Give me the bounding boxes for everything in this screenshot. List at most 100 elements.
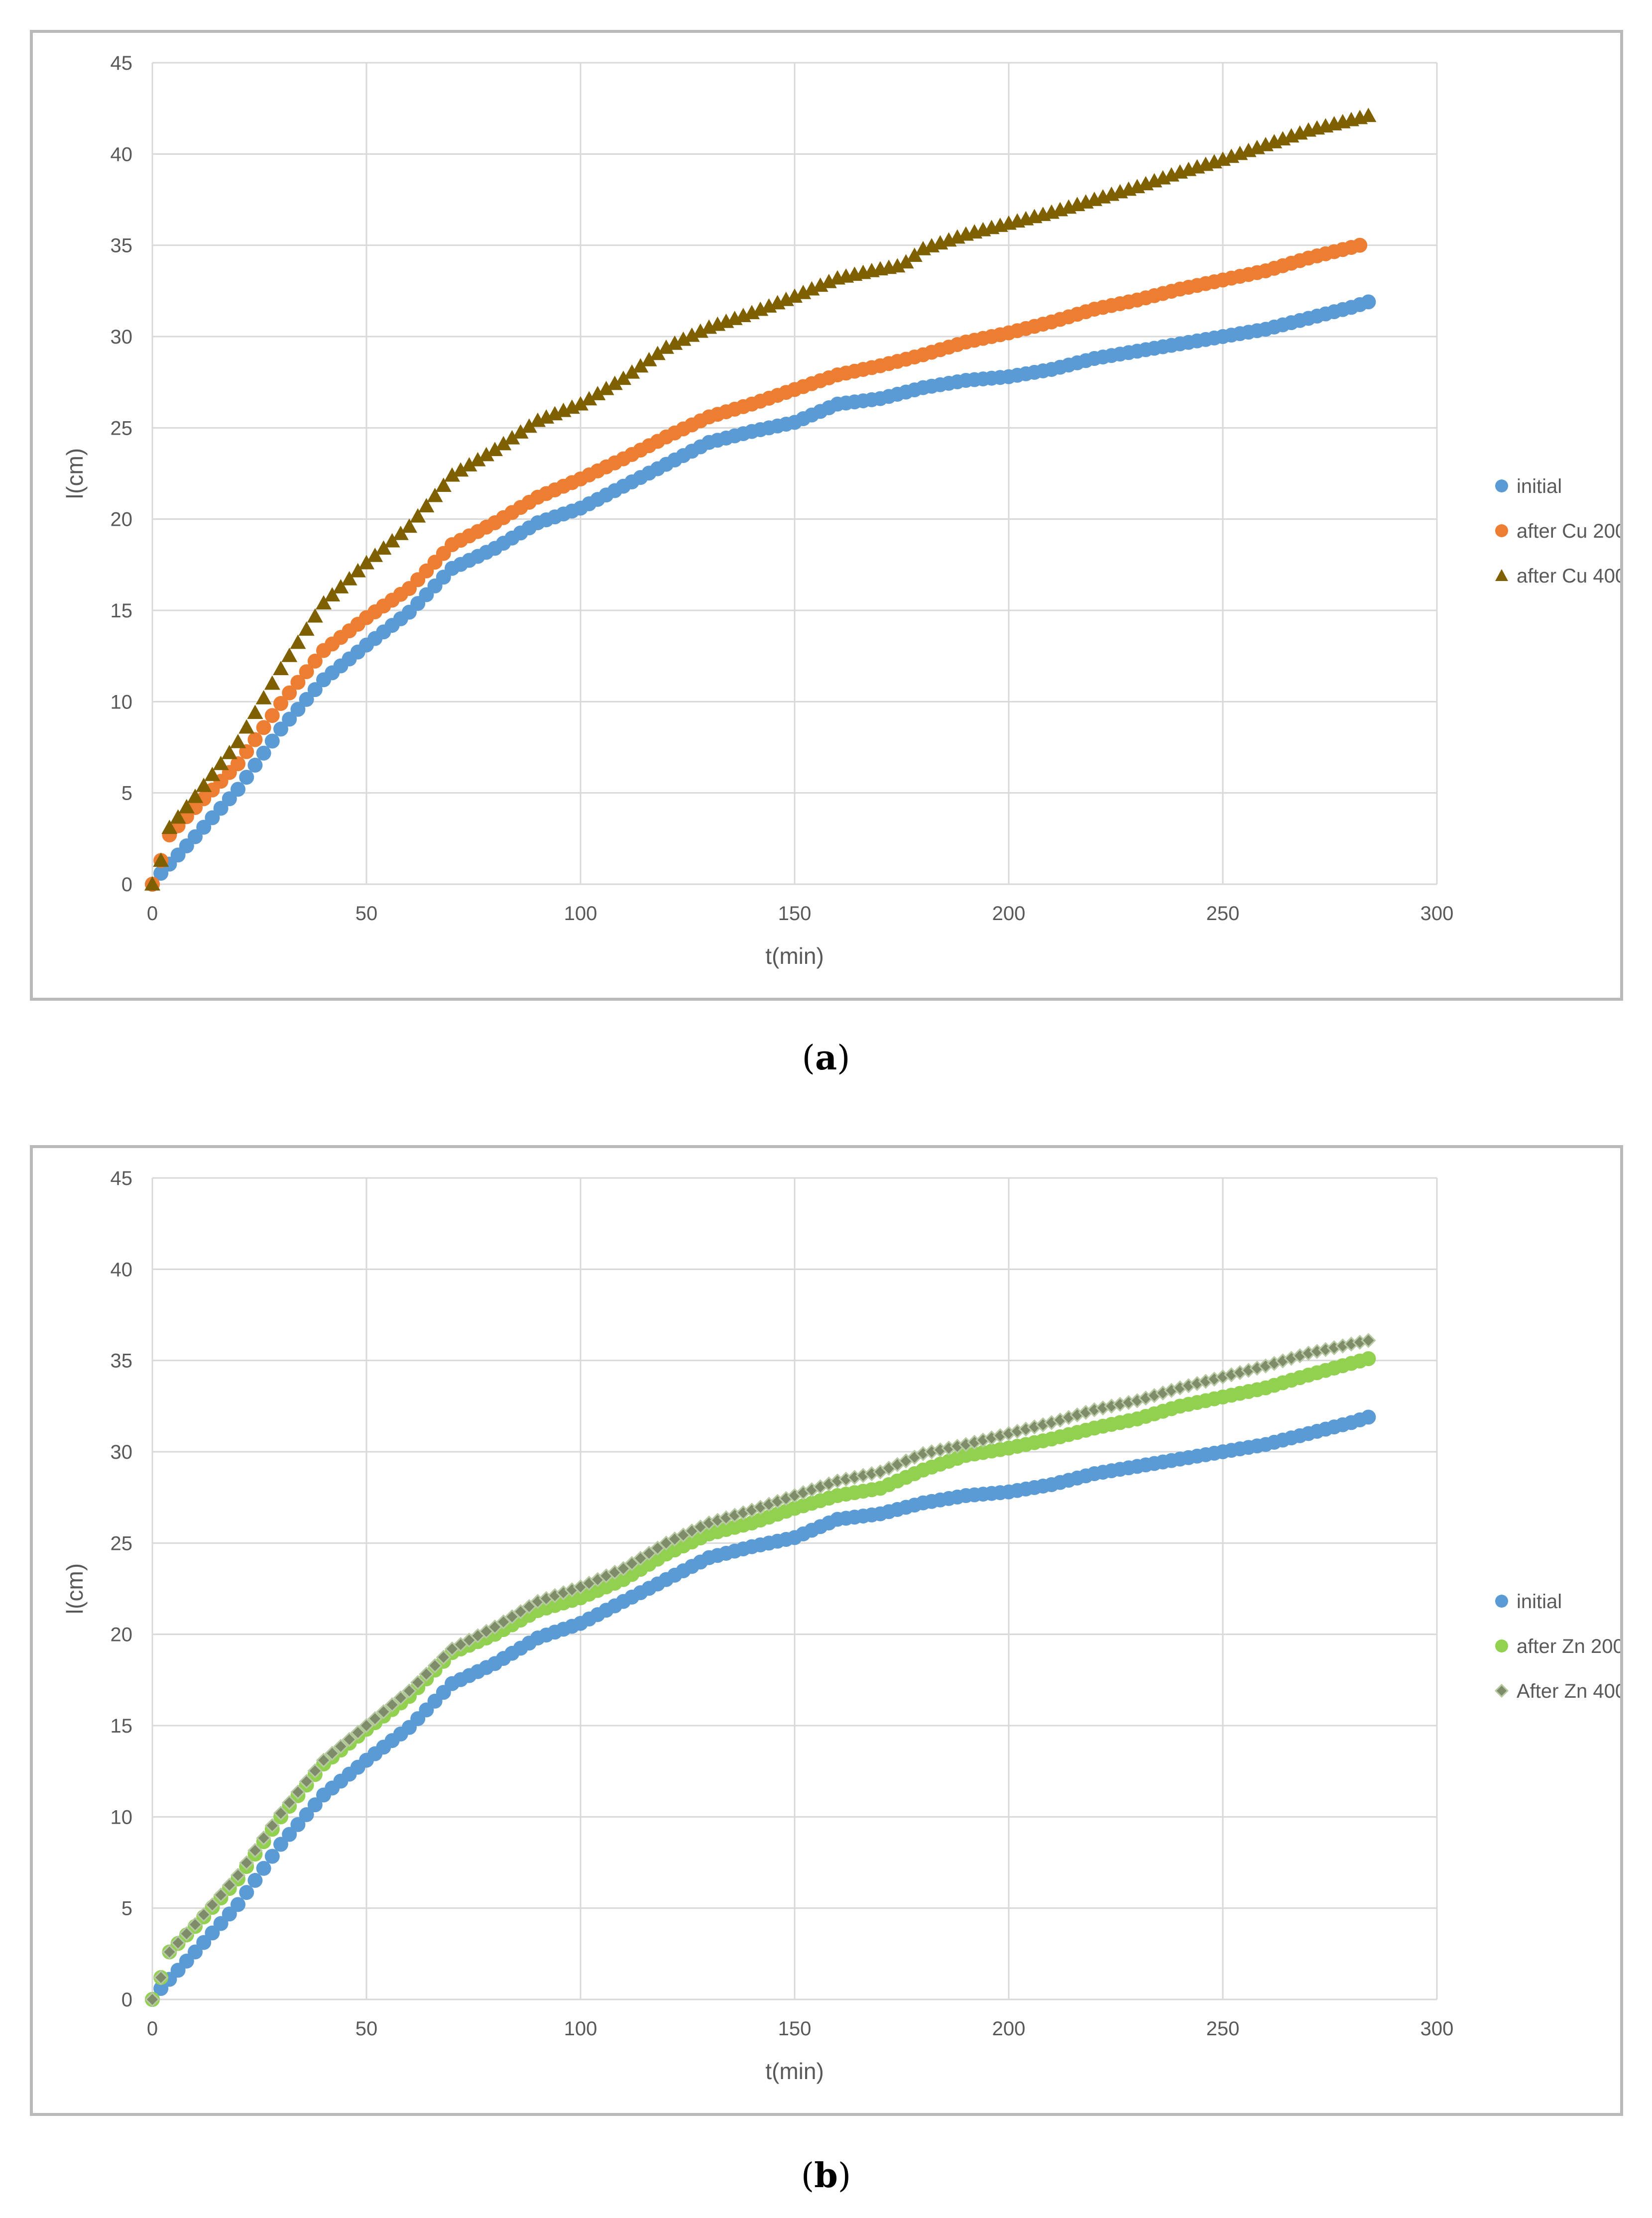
data-point <box>273 661 289 676</box>
data-point <box>324 587 341 601</box>
data-point <box>178 799 195 814</box>
series-initial <box>145 1409 1376 2007</box>
legend-marker <box>1495 479 1508 492</box>
caption-a: (a) <box>802 1038 850 1078</box>
data-point <box>290 634 306 649</box>
data-point <box>427 1658 443 1673</box>
data-point <box>418 498 435 513</box>
series-after-cu-200 <box>145 237 1368 892</box>
data-point <box>478 447 494 462</box>
legend-label: initial <box>1517 1591 1562 1613</box>
x-tick-label: 150 <box>778 2018 812 2040</box>
data-point <box>393 1690 408 1706</box>
data-point <box>316 1752 332 1768</box>
data-point <box>162 1944 177 1960</box>
data-point <box>325 1746 340 1761</box>
data-point <box>231 1897 245 1912</box>
x-tick-label: 250 <box>1206 903 1240 925</box>
data-point <box>196 819 212 835</box>
x-tick-label: 0 <box>147 2018 158 2040</box>
data-point <box>264 733 280 749</box>
data-point <box>179 1926 194 1942</box>
y-tick-label: 10 <box>111 691 133 713</box>
data-point <box>307 608 323 623</box>
data-point <box>221 745 237 759</box>
data-point <box>273 1805 289 1821</box>
series-after-zn-400 <box>144 1333 1376 2007</box>
gridlines <box>151 1177 1438 2000</box>
data-point <box>350 563 366 578</box>
data-point <box>187 1917 203 1932</box>
data-point <box>213 756 229 770</box>
data-point <box>230 1868 246 1883</box>
data-point <box>222 1906 237 1922</box>
data-point <box>290 1817 306 1832</box>
series-after-cu-400 <box>144 108 1377 891</box>
data-point <box>290 701 306 717</box>
data-point <box>239 770 254 785</box>
data-point <box>675 331 692 346</box>
data-point <box>153 852 169 867</box>
data-point <box>282 685 297 700</box>
data-point <box>341 571 357 585</box>
y-tick-label: 35 <box>111 1350 133 1372</box>
y-tick-label: 20 <box>111 1624 133 1646</box>
y-tick-label: 20 <box>111 509 133 531</box>
data-point <box>461 457 477 471</box>
data-point <box>299 1807 314 1822</box>
y-tick-label: 45 <box>111 1167 133 1189</box>
x-axis-label: t(min) <box>765 2058 824 2084</box>
data-point <box>350 1725 365 1741</box>
x-tick-label: 50 <box>355 2018 378 2040</box>
data-point <box>1352 237 1368 253</box>
data-point <box>787 288 803 303</box>
data-point <box>392 526 409 540</box>
data-point <box>898 254 914 269</box>
data-point <box>581 391 597 406</box>
data-point <box>316 595 332 610</box>
data-point <box>410 508 426 523</box>
x-tick-label: 100 <box>564 903 597 925</box>
data-point <box>667 335 683 350</box>
legend-label: initial <box>1517 475 1562 497</box>
data-point <box>247 732 263 747</box>
data-point <box>255 690 272 704</box>
data-point <box>307 682 323 698</box>
data-point <box>205 810 220 825</box>
data-point <box>282 1795 297 1810</box>
data-point <box>453 462 469 477</box>
y-tick-label: 35 <box>111 235 133 257</box>
data-point <box>495 436 512 451</box>
data-point <box>231 756 245 771</box>
data-point <box>213 801 229 816</box>
y-tick-label: 5 <box>121 1898 132 1920</box>
data-point <box>606 375 623 390</box>
y-tick-label: 45 <box>111 52 133 74</box>
data-point <box>170 809 186 824</box>
data-point <box>230 734 246 748</box>
data-point <box>367 1711 383 1727</box>
data-point <box>427 487 443 502</box>
data-point <box>299 664 314 680</box>
y-tick-label: 10 <box>111 1806 133 1828</box>
data-point <box>384 1697 400 1713</box>
data-point <box>906 247 923 262</box>
data-point <box>1361 294 1376 310</box>
series-initial <box>145 294 1376 892</box>
data-point <box>658 340 674 354</box>
y-tick-label: 0 <box>121 874 132 896</box>
data-point <box>231 782 245 797</box>
data-point <box>435 477 452 492</box>
data-point <box>410 1675 426 1690</box>
data-point <box>290 675 306 690</box>
x-tick-label: 300 <box>1420 903 1454 925</box>
data-point <box>307 1763 323 1779</box>
legend-marker <box>1494 1683 1509 1698</box>
data-point <box>144 1991 160 2007</box>
legend-marker <box>1495 569 1508 581</box>
data-point <box>436 1649 451 1665</box>
data-point <box>333 579 349 593</box>
legend: initial after Cu 200 after Cu 400 <box>1495 475 1620 587</box>
data-point <box>358 1718 374 1734</box>
data-point <box>247 704 263 719</box>
